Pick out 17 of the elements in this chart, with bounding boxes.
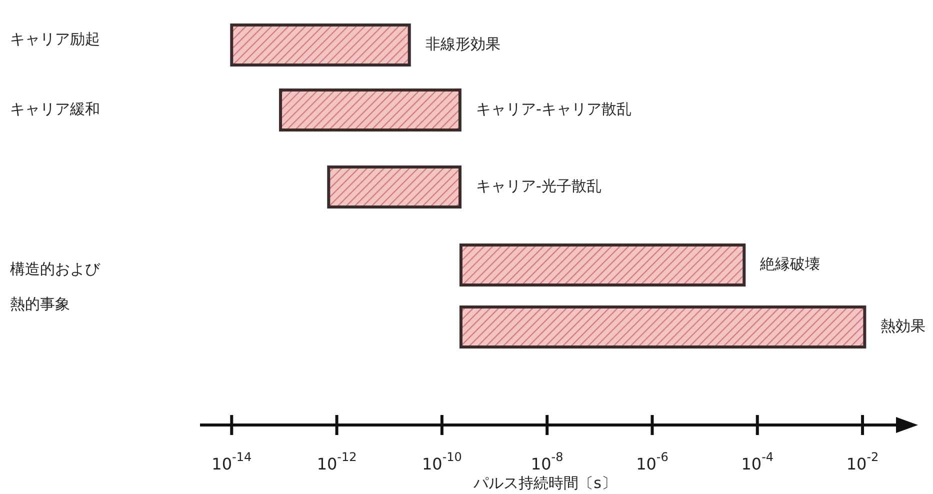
x-axis-title: パルス持続時間〔s〕 [472, 474, 616, 492]
y-tick-label: キャリア-キャリア散乱 [476, 100, 632, 118]
x-tick-label: 10$^{-14}$ [212, 450, 252, 474]
y-tick-label: 非線形効果 [425, 35, 500, 54]
y-tick-label: 絶縁破壊 [759, 255, 820, 274]
text: 構造的および [10, 260, 101, 278]
x-tick-label: 10$^{-12}$ [316, 450, 357, 474]
x-tick-label: 10$^{-10}$ [422, 450, 462, 474]
text: キャリア励起 [10, 30, 100, 48]
x-tick-label: 10$^{-2}$ [846, 450, 879, 474]
y-tick-label: キャリア-光子散乱 [476, 177, 602, 196]
x-tick-label: 10$^{-6}$ [636, 450, 668, 474]
text: キャリア緩和 [10, 100, 100, 118]
text: 熱的事象 [10, 295, 70, 314]
y-tick-label: 熱効果 [880, 317, 926, 336]
x-tick-label: 10$^{-4}$ [741, 450, 774, 474]
x-tick-label: 10$^{-8}$ [530, 450, 564, 474]
